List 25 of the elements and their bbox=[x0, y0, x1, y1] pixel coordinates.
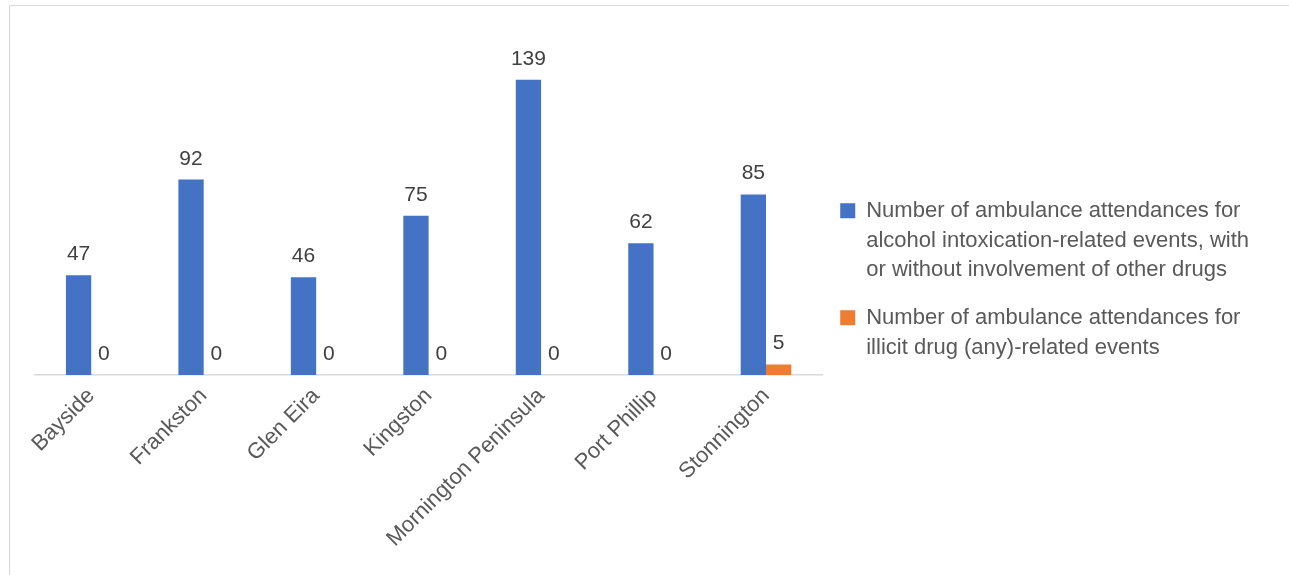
legend-label: Number of ambulance attendances for alcohol intoxication-related events, with or without involvement of other drugs bbox=[866, 196, 1249, 282]
bar bbox=[65, 275, 92, 375]
bar bbox=[290, 277, 317, 375]
data-label: 0 bbox=[660, 341, 673, 364]
data-label: 62 bbox=[629, 209, 653, 233]
bar bbox=[740, 194, 766, 375]
x-tick-label: Glen Eira bbox=[241, 381, 325, 466]
data-label: 0 bbox=[322, 341, 335, 364]
bar bbox=[178, 179, 204, 375]
data-label: 92 bbox=[179, 145, 203, 169]
legend-label: Number of ambulance attendances for illicit drug (any)-related events bbox=[866, 303, 1241, 359]
data-label: 5 bbox=[772, 330, 785, 354]
data-label: 0 bbox=[435, 341, 448, 364]
data-label: 46 bbox=[291, 243, 316, 267]
data-label: 0 bbox=[210, 341, 223, 364]
bar bbox=[766, 364, 792, 375]
data-label: 75 bbox=[404, 181, 428, 205]
data-label: 47 bbox=[66, 241, 91, 265]
bar bbox=[515, 79, 542, 375]
bar bbox=[628, 243, 654, 375]
data-label: 0 bbox=[547, 341, 560, 364]
bar bbox=[403, 215, 429, 375]
data-label: 0 bbox=[98, 341, 110, 364]
data-label: 85 bbox=[741, 160, 766, 184]
data-label: 139 bbox=[510, 45, 546, 69]
